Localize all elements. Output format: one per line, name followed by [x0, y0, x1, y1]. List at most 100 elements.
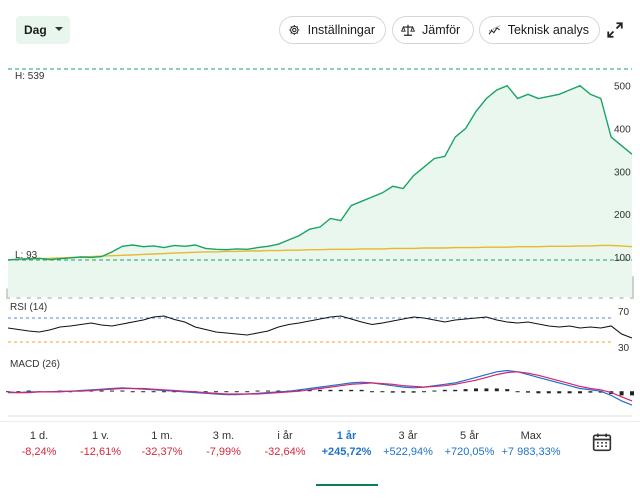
- macd-histogram-bar: [578, 391, 582, 394]
- compare-button[interactable]: Jämför: [392, 16, 474, 44]
- period-label: 1 v.: [92, 430, 109, 442]
- macd-histogram-bar: [630, 391, 634, 396]
- macd-histogram-bar: [245, 391, 250, 393]
- period-return-value: -32,37%: [141, 446, 183, 458]
- macd-histogram-bar: [474, 388, 478, 392]
- period-return-value: -12,61%: [80, 446, 121, 458]
- macd-histogram-bar: [359, 389, 364, 392]
- macd-histogram-bar: [567, 391, 572, 394]
- period-tab[interactable]: 1 år +245,72%: [315, 428, 378, 486]
- macd-histogram-bar: [203, 391, 208, 393]
- macd-histogram-bar: [26, 390, 31, 392]
- y-tick-label: 200: [614, 210, 631, 221]
- expand-icon[interactable]: [606, 21, 624, 39]
- macd-histogram-bar: [526, 391, 530, 393]
- period-tab[interactable]: 1 v. -12,61%: [70, 428, 132, 458]
- macd-histogram-bar: [6, 391, 10, 393]
- period-label: 1 år: [336, 430, 357, 442]
- period-return-value: +720,05%: [444, 446, 495, 458]
- period-tab[interactable]: 5 år +720,05%: [439, 428, 501, 458]
- macd-label: MACD (26): [10, 359, 60, 370]
- macd-histogram-bar: [255, 390, 260, 392]
- period-tab[interactable]: 1 d. -8,24%: [8, 428, 70, 458]
- signal-series-line: [7, 371, 633, 402]
- macd-histogram-bar: [453, 389, 458, 392]
- period-select[interactable]: Dag: [16, 16, 70, 44]
- macd-histogram-bar: [297, 389, 302, 392]
- rsi-series-line: [7, 315, 633, 339]
- macd-histogram-bar: [619, 391, 624, 396]
- macd-histogram-bar: [276, 390, 281, 392]
- macd-histogram-bar: [234, 391, 239, 393]
- period-tab[interactable]: 3 m. -7,99%: [193, 428, 255, 458]
- rsi-tick-70: 70: [618, 307, 630, 318]
- period-returns: 1 d. -8,24% 1 v. -12,61% 1 m. -32,37% 3 m. -7,9…: [0, 421, 640, 499]
- period-return-value: +522,94%: [383, 446, 433, 458]
- period-label: 3 m.: [212, 430, 235, 442]
- trend-line-icon: [488, 25, 500, 35]
- period-label: 5 år: [460, 430, 479, 442]
- period-label: 1 m.: [151, 430, 173, 442]
- macd-histogram-bar: [151, 391, 156, 393]
- macd-histogram-bar: [130, 391, 135, 393]
- chart-toolbar: Dag Inställningar Jämför Teknisk analys: [0, 0, 640, 62]
- calendar-icon[interactable]: [592, 432, 612, 452]
- macd-series-line: [8, 369, 633, 406]
- macd-histogram-bar: [588, 391, 593, 393]
- rsi-tick-30: 30: [618, 343, 630, 354]
- macd-histogram-bar: [432, 390, 437, 392]
- macd-histogram-bar: [515, 391, 520, 393]
- macd-histogram-bar: [557, 391, 562, 394]
- period-tab[interactable]: Max +7 983,33%: [500, 428, 562, 458]
- y-tick-label: 100: [614, 253, 631, 264]
- scale-icon: [401, 24, 415, 36]
- settings-label: Inställningar: [307, 23, 375, 37]
- macd-histogram-bar: [266, 390, 270, 392]
- macd-histogram-bar: [120, 390, 125, 392]
- macd-histogram-bar: [214, 391, 218, 393]
- macd-histogram-bar: [546, 391, 551, 394]
- macd-histogram-bar: [370, 391, 374, 393]
- gear-icon: [289, 25, 300, 35]
- low-label: L: 93: [15, 250, 38, 261]
- macd-histogram-bar: [16, 391, 21, 393]
- macd-histogram-bar: [390, 391, 395, 393]
- period-tab[interactable]: 1 m. -32,37%: [131, 428, 193, 458]
- chevron-down-icon: [55, 27, 63, 31]
- period-return-value: +7 983,33%: [501, 446, 561, 458]
- period-label: i år: [277, 430, 293, 442]
- macd-histogram-bar: [141, 391, 146, 393]
- macd-histogram-bar: [349, 389, 354, 392]
- period-label: Max: [520, 430, 542, 442]
- macd-histogram-bar: [380, 391, 385, 393]
- settings-button[interactable]: Inställningar: [279, 16, 386, 44]
- y-tick-label: 500: [614, 82, 631, 93]
- high-label: H: 539: [15, 71, 45, 82]
- period-label: 1 d.: [29, 430, 49, 442]
- technical-analysis-button[interactable]: Teknisk analys: [479, 16, 600, 44]
- macd-histogram-bar: [505, 389, 510, 392]
- macd-histogram-bar: [162, 391, 166, 393]
- macd-histogram-bar: [411, 391, 416, 393]
- macd-histogram-bar: [536, 391, 541, 394]
- macd-histogram-bar: [598, 391, 603, 393]
- chart-canvas: H: 539 L: 93 500 400 300 200 100 RSI (14) 70…: [6, 68, 634, 417]
- macd-histogram-bar: [338, 389, 343, 392]
- period-return-value: -32,64%: [264, 446, 306, 458]
- price-area: [8, 85, 632, 297]
- macd-histogram-bar: [110, 390, 114, 392]
- technical-analysis-label: Teknisk analys: [507, 23, 589, 37]
- period-return-value: -7,99%: [206, 446, 241, 458]
- period-return-value: -8,24%: [21, 446, 57, 458]
- macd-histogram-bar: [401, 391, 406, 393]
- period-label: 3 år: [398, 430, 418, 442]
- macd-histogram-bar: [422, 391, 426, 393]
- macd-histogram-bar: [318, 389, 322, 392]
- price-series-line: [7, 84, 633, 261]
- period-tab[interactable]: 3 år +522,94%: [377, 428, 439, 458]
- period-tab[interactable]: i år -32,64%: [254, 428, 316, 458]
- period-select-value: Dag: [24, 23, 47, 37]
- price-chart[interactable]: H: 539 L: 93 500 400 300 200 100 RSI (14) 70…: [0, 62, 640, 420]
- macd-histogram-bar: [494, 388, 499, 392]
- macd-histogram-bar: [463, 389, 468, 392]
